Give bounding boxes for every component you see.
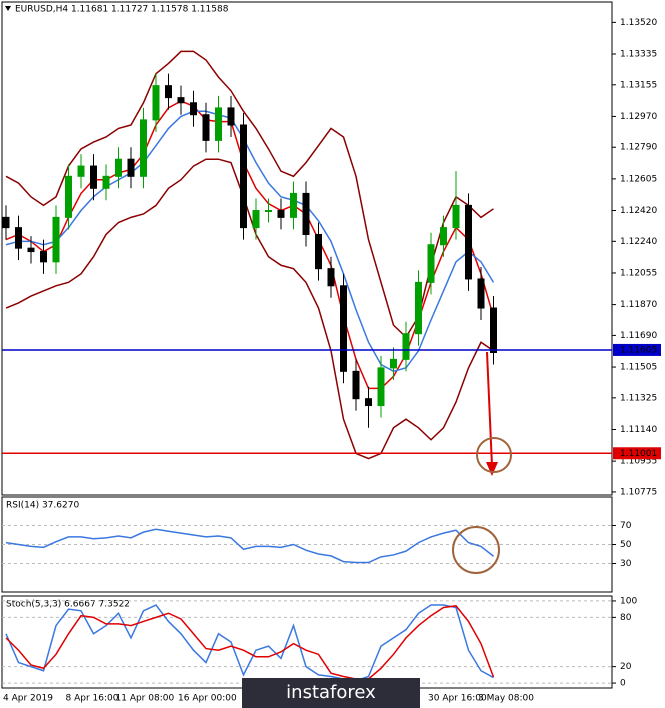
level-label-box [613, 447, 661, 460]
x-tick-label: 3 May 08:00 [478, 694, 534, 704]
candle-body [415, 281, 422, 335]
header: EURUSD,H4 1.11681 1.11727 1.11578 1.1158… [15, 5, 229, 15]
x-tick-label: 16 Apr 00:00 [178, 694, 237, 704]
y-tick-label: 70 [620, 521, 632, 531]
candle-body [240, 124, 247, 229]
candle-body [452, 204, 460, 229]
candle-body [302, 192, 310, 235]
y-tick-label: 50 [620, 540, 632, 550]
y-tick-label: 1.11870 [620, 300, 657, 310]
y-tick-label: 100 [620, 596, 637, 606]
candle-body [377, 367, 385, 407]
candle-body [315, 233, 322, 270]
main-frame [1, 1, 613, 496]
candle-body [227, 107, 235, 126]
marks: 1.13520 1.13335 1.13155 1.12970 1.12790 1.126… [2, 18, 661, 704]
rsi-title: RSI(14) 37.6270 [6, 501, 79, 511]
y-tick-label: 1.12055 [620, 268, 657, 278]
candle-body [390, 358, 397, 369]
arrow-head [486, 462, 498, 476]
candle-body [265, 210, 272, 213]
candle-body [215, 107, 222, 141]
candle-body [490, 307, 497, 354]
y-tick-label: 0 [620, 679, 626, 689]
candle-body [477, 278, 485, 309]
indicator-line [5, 100, 495, 390]
y-tick-label: 1.12970 [620, 112, 657, 122]
candle-body [27, 247, 35, 253]
indicator-line [5, 604, 494, 682]
candle-body [165, 85, 172, 99]
candle-body [277, 210, 285, 218]
y-tick-label: 30 [620, 559, 632, 569]
watermark: instaforex [286, 682, 376, 703]
y-tick-label: 1.13520 [620, 18, 657, 28]
y-tick-label: 1.12790 [620, 143, 657, 153]
y-tick-label: 1.11690 [620, 331, 657, 341]
y-tick-label: 1.13155 [620, 80, 657, 90]
candle-body [440, 227, 447, 246]
candle-body [427, 244, 435, 283]
stoch-title: Stoch(5,3,3) 6.6667 7.3522 [6, 600, 130, 610]
candle-body [177, 97, 185, 104]
candle-body [52, 216, 60, 263]
candle-body [152, 85, 160, 121]
candle-body [352, 370, 360, 400]
indicator-line [5, 110, 495, 373]
y-tick-label: 20 [620, 662, 632, 672]
y-tick-label: 1.11505 [620, 363, 657, 373]
level-label: 1.11605 [620, 345, 657, 355]
indicator-line [5, 605, 495, 680]
candle-body [340, 285, 347, 372]
watermark-box [242, 678, 420, 708]
x-tick-label: 11 Apr 08:00 [116, 694, 175, 704]
y-tick-label: 1.12420 [620, 206, 657, 216]
y-tick-label: 1.13335 [620, 50, 657, 60]
candle-body [402, 333, 410, 360]
indicator-line [5, 158, 494, 460]
y-tick-label: 1.11325 [620, 393, 657, 403]
indicator-line [5, 50, 494, 339]
y-tick-label: 80 [620, 613, 632, 623]
x-tick-label: 4 Apr 2019 [3, 694, 53, 704]
candle-body [252, 210, 260, 229]
y-tick-label: 1.10955 [620, 457, 657, 467]
header-icon [5, 6, 11, 11]
candle-body [2, 216, 10, 229]
candle-body [140, 119, 147, 177]
candle-body [115, 158, 122, 177]
y-tick-label: 1.11140 [620, 425, 657, 435]
candle-body [90, 165, 97, 189]
candle-body [290, 192, 297, 218]
candle-body [327, 268, 335, 287]
arrow [486, 351, 493, 467]
candle-body [465, 204, 472, 280]
indicator-line [5, 528, 494, 564]
y-tick-label: 1.12240 [620, 237, 657, 247]
candle-body [40, 251, 47, 263]
candle-body [77, 165, 85, 177]
candle-body [190, 102, 197, 116]
candle-body [102, 175, 110, 189]
target-circle [476, 437, 512, 473]
candle-body [65, 175, 72, 218]
candle-body [127, 158, 135, 177]
x-tick-label: 30 Apr 16:00 [428, 694, 487, 704]
y-tick-label: 1.12605 [620, 174, 657, 184]
candle-body [15, 227, 22, 249]
level-label: 1.11001 [620, 449, 657, 459]
x-tick-label: 8 Apr 16:00 [66, 694, 119, 704]
candle-body [365, 398, 372, 407]
candle-body [202, 114, 210, 141]
rsi-circle [452, 526, 500, 574]
y-tick-label: 1.10775 [620, 487, 657, 497]
level-label-box [613, 343, 661, 356]
